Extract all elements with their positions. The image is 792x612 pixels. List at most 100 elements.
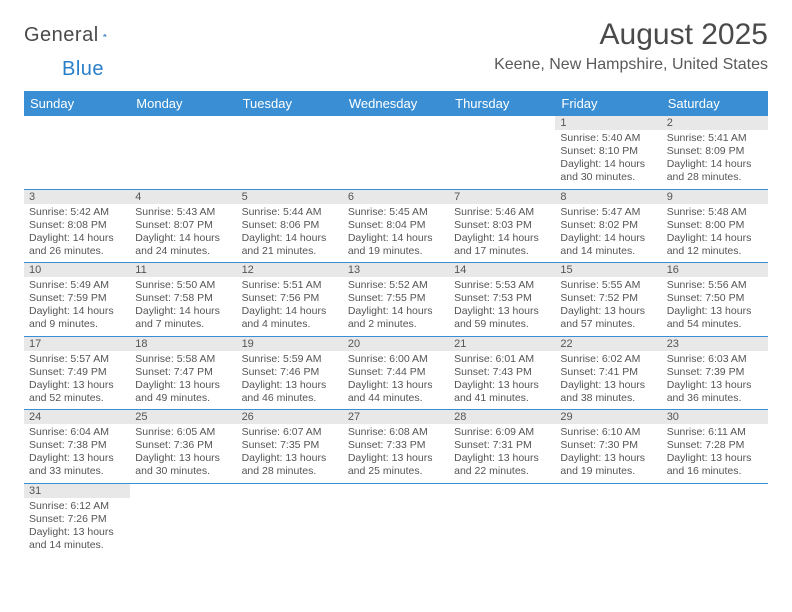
day-line: Sunset: 7:50 PM <box>667 292 763 305</box>
day-line: Sunrise: 6:12 AM <box>29 500 125 513</box>
day-line: Daylight: 13 hours and 49 minutes. <box>135 379 231 405</box>
day-content: Sunrise: 6:11 AMSunset: 7:28 PMDaylight:… <box>662 424 768 483</box>
day-line: Sunset: 8:00 PM <box>667 219 763 232</box>
day-line: Daylight: 13 hours and 41 minutes. <box>454 379 550 405</box>
day-number: 17 <box>24 337 130 351</box>
day-line: Sunset: 8:02 PM <box>560 219 656 232</box>
day-line: Sunset: 7:59 PM <box>29 292 125 305</box>
day-content: Sunrise: 6:09 AMSunset: 7:31 PMDaylight:… <box>449 424 555 483</box>
day-line: Sunrise: 6:08 AM <box>348 426 444 439</box>
day-line: Daylight: 13 hours and 57 minutes. <box>560 305 656 331</box>
day-number: 30 <box>662 410 768 424</box>
calendar-cell: 22Sunrise: 6:02 AMSunset: 7:41 PMDayligh… <box>555 336 661 410</box>
calendar-table: Sunday Monday Tuesday Wednesday Thursday… <box>24 91 768 556</box>
day-line: Sunrise: 5:52 AM <box>348 279 444 292</box>
day-line: Sunset: 7:31 PM <box>454 439 550 452</box>
day-line: Sunset: 7:58 PM <box>135 292 231 305</box>
day-line: Sunrise: 5:53 AM <box>454 279 550 292</box>
day-line: Daylight: 13 hours and 22 minutes. <box>454 452 550 478</box>
calendar-cell: 25Sunrise: 6:05 AMSunset: 7:36 PMDayligh… <box>130 410 236 484</box>
calendar-cell: 6Sunrise: 5:45 AMSunset: 8:04 PMDaylight… <box>343 189 449 263</box>
day-line: Daylight: 14 hours and 14 minutes. <box>560 232 656 258</box>
day-line: Daylight: 13 hours and 44 minutes. <box>348 379 444 405</box>
day-line: Daylight: 14 hours and 4 minutes. <box>242 305 338 331</box>
day-line: Sunset: 7:41 PM <box>560 366 656 379</box>
day-line: Sunrise: 6:10 AM <box>560 426 656 439</box>
day-line: Sunset: 7:44 PM <box>348 366 444 379</box>
day-line: Sunrise: 5:51 AM <box>242 279 338 292</box>
day-line: Daylight: 13 hours and 52 minutes. <box>29 379 125 405</box>
calendar-cell: 1Sunrise: 5:40 AMSunset: 8:10 PMDaylight… <box>555 116 661 189</box>
day-line: Sunset: 7:39 PM <box>667 366 763 379</box>
day-line: Sunrise: 5:44 AM <box>242 206 338 219</box>
day-line: Sunrise: 6:03 AM <box>667 353 763 366</box>
day-line: Sunrise: 5:57 AM <box>29 353 125 366</box>
day-number: 12 <box>237 263 343 277</box>
day-line: Sunrise: 5:55 AM <box>560 279 656 292</box>
day-content: Sunrise: 6:12 AMSunset: 7:26 PMDaylight:… <box>24 498 130 557</box>
day-content: Sunrise: 6:07 AMSunset: 7:35 PMDaylight:… <box>237 424 343 483</box>
title-block: August 2025 Keene, New Hampshire, United… <box>494 18 768 74</box>
day-number: 14 <box>449 263 555 277</box>
day-line: Sunrise: 6:11 AM <box>667 426 763 439</box>
day-line: Daylight: 13 hours and 46 minutes. <box>242 379 338 405</box>
day-content: Sunrise: 6:00 AMSunset: 7:44 PMDaylight:… <box>343 351 449 410</box>
weekday-header: Thursday <box>449 91 555 116</box>
day-line: Sunrise: 5:43 AM <box>135 206 231 219</box>
day-line: Daylight: 14 hours and 30 minutes. <box>560 158 656 184</box>
day-number: 20 <box>343 337 449 351</box>
day-line: Daylight: 14 hours and 26 minutes. <box>29 232 125 258</box>
calendar-cell: 21Sunrise: 6:01 AMSunset: 7:43 PMDayligh… <box>449 336 555 410</box>
day-line: Sunset: 8:09 PM <box>667 145 763 158</box>
calendar-cell: 31Sunrise: 6:12 AMSunset: 7:26 PMDayligh… <box>24 483 130 556</box>
day-line: Sunset: 7:30 PM <box>560 439 656 452</box>
calendar-cell: 3Sunrise: 5:42 AMSunset: 8:08 PMDaylight… <box>24 189 130 263</box>
day-line: Sunrise: 5:45 AM <box>348 206 444 219</box>
day-content: Sunrise: 5:45 AMSunset: 8:04 PMDaylight:… <box>343 204 449 263</box>
weekday-header: Monday <box>130 91 236 116</box>
day-content: Sunrise: 5:50 AMSunset: 7:58 PMDaylight:… <box>130 277 236 336</box>
month-title: August 2025 <box>494 18 768 52</box>
day-line: Sunset: 7:55 PM <box>348 292 444 305</box>
day-number: 28 <box>449 410 555 424</box>
weekday-header-row: Sunday Monday Tuesday Wednesday Thursday… <box>24 91 768 116</box>
day-number: 4 <box>130 190 236 204</box>
day-content: Sunrise: 6:04 AMSunset: 7:38 PMDaylight:… <box>24 424 130 483</box>
day-line: Daylight: 14 hours and 2 minutes. <box>348 305 444 331</box>
day-line: Sunrise: 5:40 AM <box>560 132 656 145</box>
calendar-cell: 14Sunrise: 5:53 AMSunset: 7:53 PMDayligh… <box>449 263 555 337</box>
day-number: 2 <box>662 116 768 130</box>
day-number: 9 <box>662 190 768 204</box>
day-line: Sunset: 8:08 PM <box>29 219 125 232</box>
weekday-header: Tuesday <box>237 91 343 116</box>
day-number: 27 <box>343 410 449 424</box>
day-content: Sunrise: 5:40 AMSunset: 8:10 PMDaylight:… <box>555 130 661 189</box>
day-line: Daylight: 13 hours and 36 minutes. <box>667 379 763 405</box>
day-line: Sunrise: 6:02 AM <box>560 353 656 366</box>
calendar-cell <box>24 116 130 189</box>
day-line: Sunset: 7:35 PM <box>242 439 338 452</box>
calendar-cell: 16Sunrise: 5:56 AMSunset: 7:50 PMDayligh… <box>662 263 768 337</box>
calendar-cell: 8Sunrise: 5:47 AMSunset: 8:02 PMDaylight… <box>555 189 661 263</box>
day-number: 6 <box>343 190 449 204</box>
day-line: Sunrise: 5:46 AM <box>454 206 550 219</box>
weekday-header: Wednesday <box>343 91 449 116</box>
calendar-cell <box>662 483 768 556</box>
calendar-cell <box>343 483 449 556</box>
calendar-week-row: 17Sunrise: 5:57 AMSunset: 7:49 PMDayligh… <box>24 336 768 410</box>
day-line: Sunrise: 5:59 AM <box>242 353 338 366</box>
day-line: Daylight: 14 hours and 17 minutes. <box>454 232 550 258</box>
day-content: Sunrise: 5:57 AMSunset: 7:49 PMDaylight:… <box>24 351 130 410</box>
calendar-week-row: 31Sunrise: 6:12 AMSunset: 7:26 PMDayligh… <box>24 483 768 556</box>
day-line: Sunrise: 5:41 AM <box>667 132 763 145</box>
day-content: Sunrise: 5:49 AMSunset: 7:59 PMDaylight:… <box>24 277 130 336</box>
day-line: Sunset: 7:38 PM <box>29 439 125 452</box>
day-line: Sunrise: 6:04 AM <box>29 426 125 439</box>
day-line: Sunrise: 5:50 AM <box>135 279 231 292</box>
day-number: 16 <box>662 263 768 277</box>
calendar-cell: 9Sunrise: 5:48 AMSunset: 8:00 PMDaylight… <box>662 189 768 263</box>
day-number: 22 <box>555 337 661 351</box>
calendar-cell: 19Sunrise: 5:59 AMSunset: 7:46 PMDayligh… <box>237 336 343 410</box>
day-line: Daylight: 13 hours and 30 minutes. <box>135 452 231 478</box>
day-line: Sunrise: 5:48 AM <box>667 206 763 219</box>
